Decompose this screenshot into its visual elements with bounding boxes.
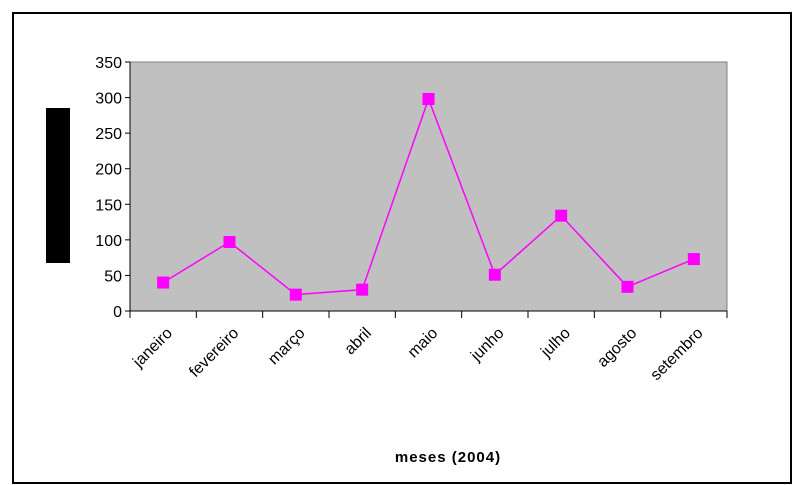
point <box>488 268 501 281</box>
y-tick-label: 200 <box>95 162 122 179</box>
y-tick-label: 0 <box>113 304 122 321</box>
point <box>289 288 302 301</box>
y-tick-label: 350 <box>95 55 122 72</box>
point <box>356 283 369 296</box>
point <box>157 276 170 289</box>
point <box>621 280 634 293</box>
y-tick-label: 300 <box>95 91 122 108</box>
point <box>223 235 236 248</box>
y-tick-label: 150 <box>95 197 122 214</box>
y-tick-label: 250 <box>95 126 122 143</box>
x-axis-label: meses (2004) <box>395 449 501 466</box>
y-tick-label: 50 <box>104 268 122 285</box>
y-tick-label: 100 <box>95 233 122 250</box>
point <box>687 253 700 266</box>
point <box>422 92 435 105</box>
redacted-label <box>46 108 70 263</box>
point <box>555 209 568 222</box>
